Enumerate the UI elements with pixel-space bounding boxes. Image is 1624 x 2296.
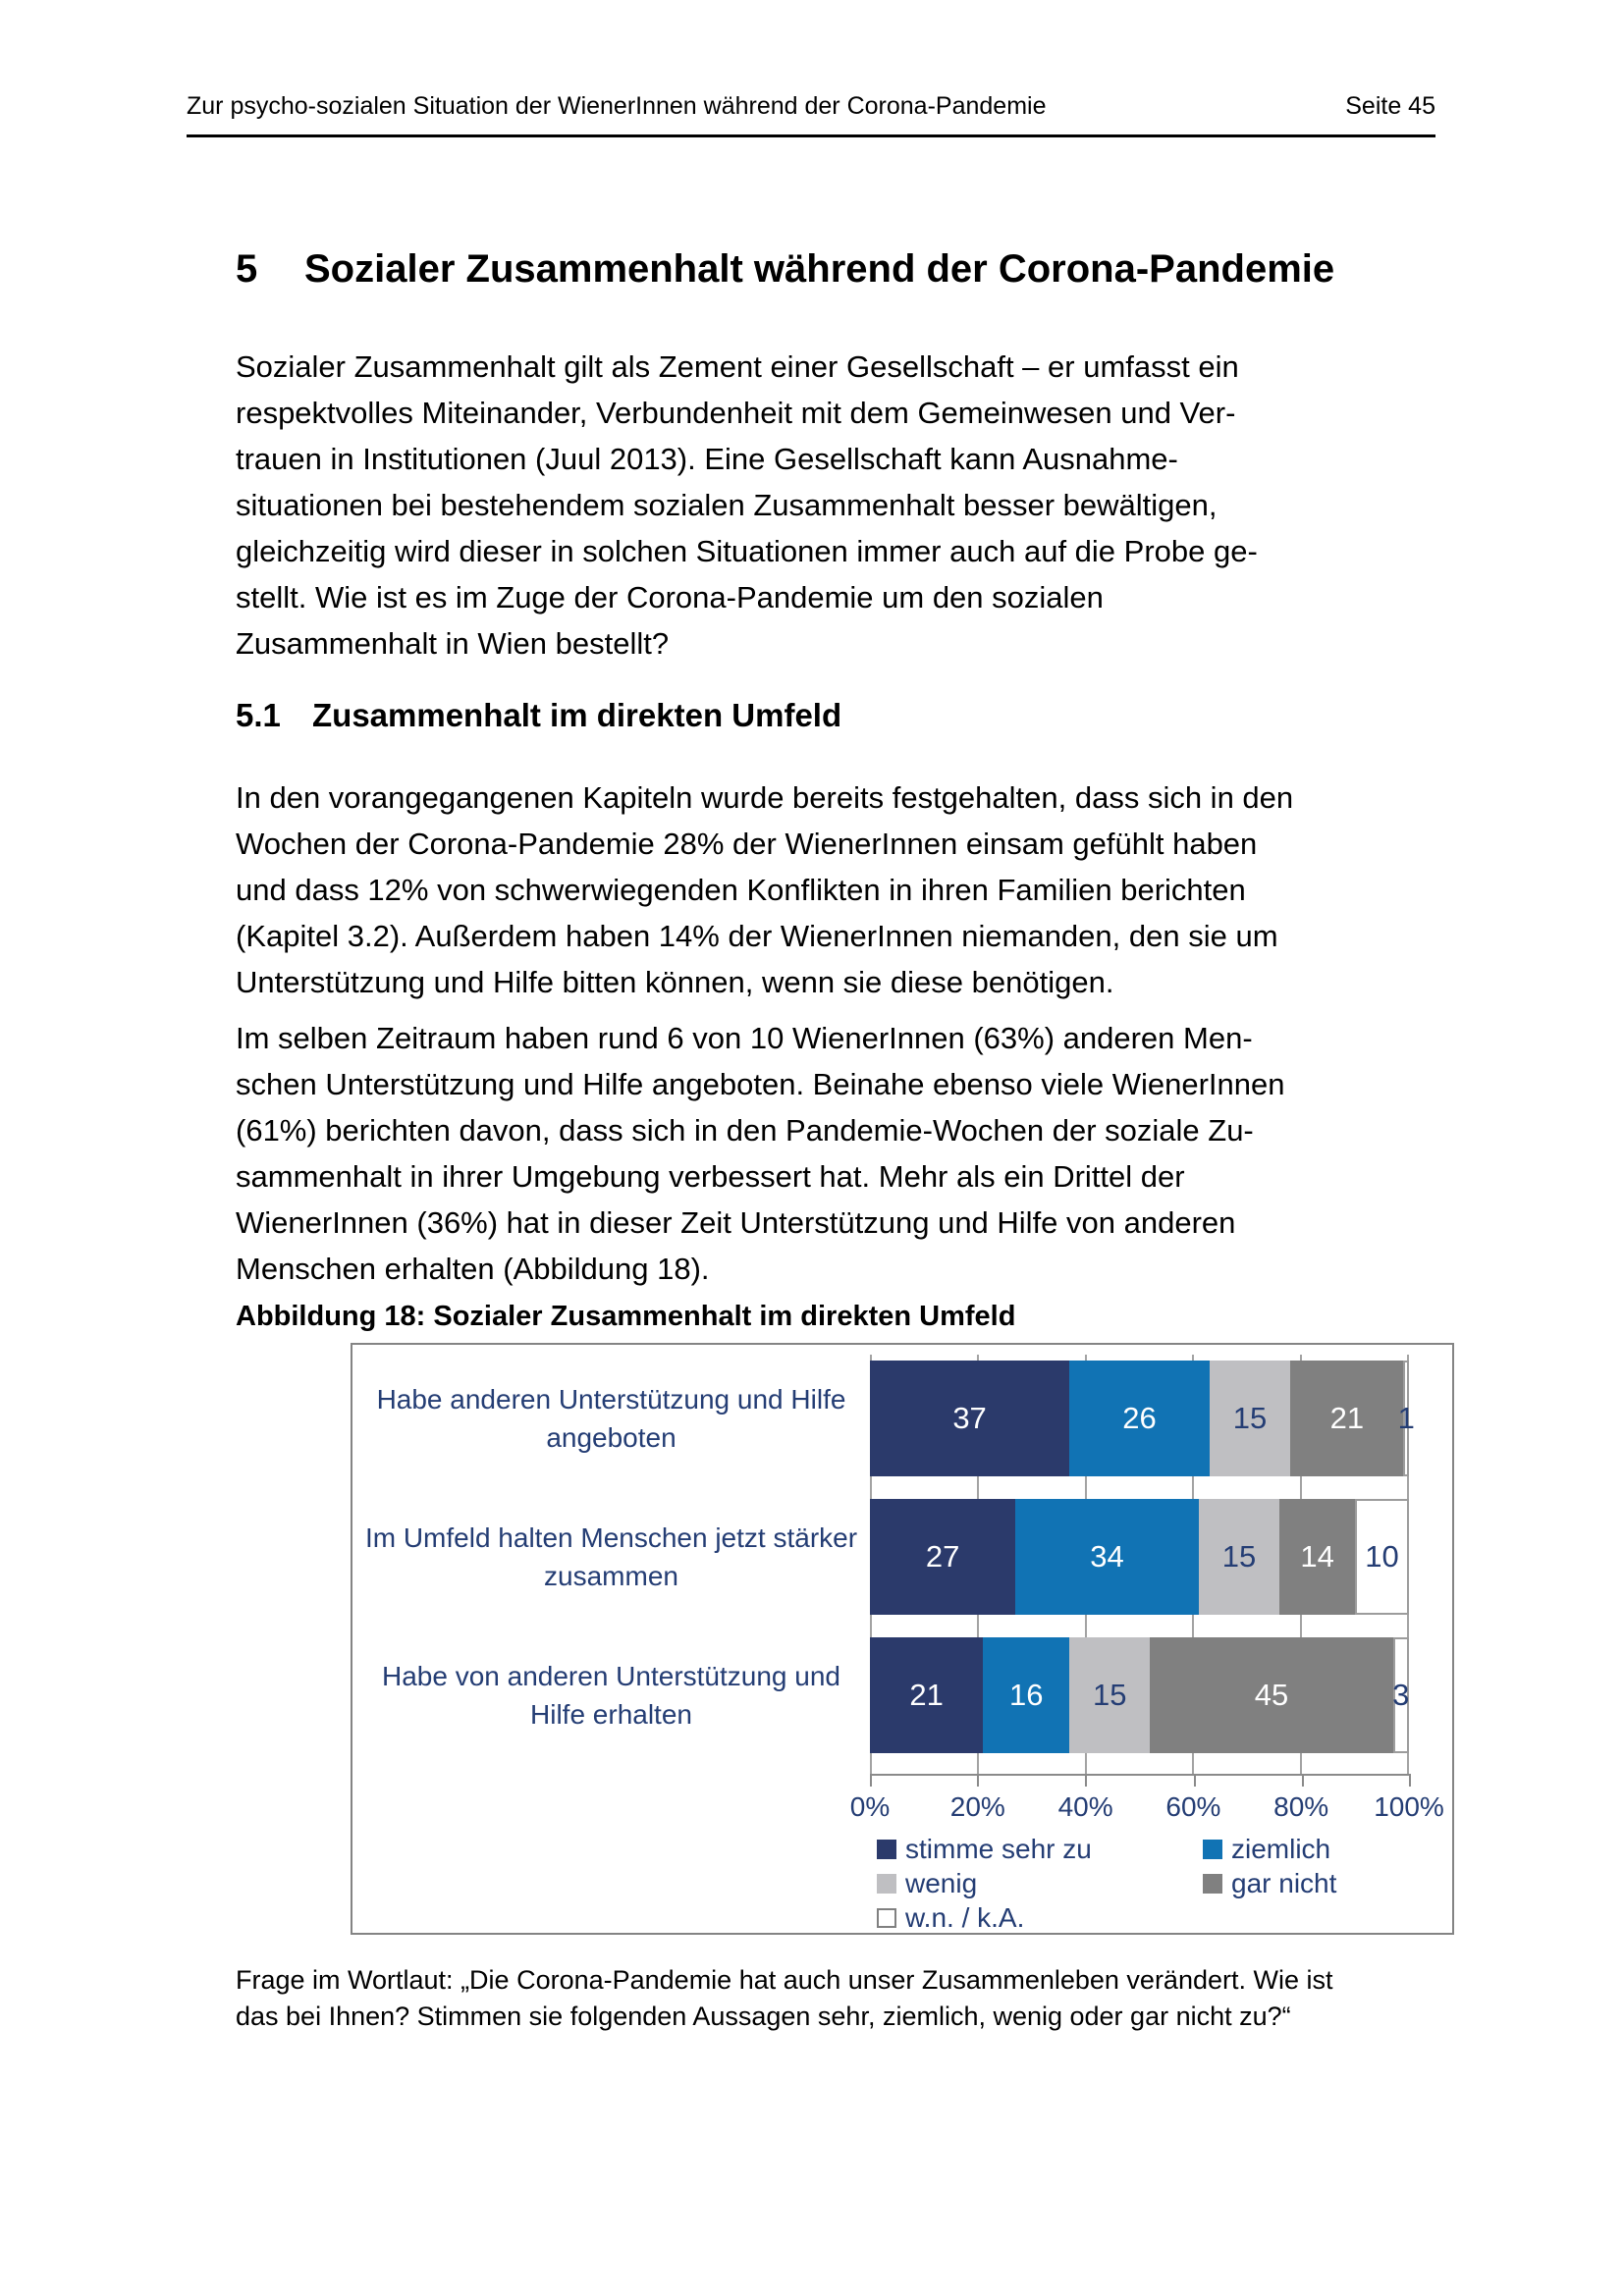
bar-segment-wenig: 15 <box>1209 1361 1291 1476</box>
legend-item: wenig <box>877 1868 1203 1899</box>
bar-value-label: 1 <box>1397 1401 1415 1435</box>
category-label: Habe von anderen Unterstützung und Hilfe… <box>382 1661 840 1730</box>
bar-segment-gar-nicht: 45 <box>1150 1637 1393 1753</box>
bar-value-label: 21 <box>909 1678 944 1712</box>
paragraph-findings-1: In den vorangegangenen Kapiteln wurde be… <box>236 780 1294 999</box>
axis-tick-label: 0% <box>849 1791 891 1822</box>
legend-label: ziemlich <box>1231 1834 1331 1864</box>
axis-tick <box>1409 1776 1411 1787</box>
chart-row: Im Umfeld halten Menschen jetzt stärker … <box>352 1499 1452 1615</box>
subsection-title: Zusammenhalt im direkten Umfeld <box>312 697 842 733</box>
bar-value-label: 15 <box>1221 1539 1257 1574</box>
x-axis-line <box>870 1774 1411 1787</box>
axis-tick-label: 40% <box>1057 1791 1113 1822</box>
bar-track: 37 26 15 21 1 <box>870 1361 1415 1476</box>
paragraph-intro: Sozialer Zusammenhalt gilt als Zement ei… <box>236 349 1258 661</box>
legend-item: stimme sehr zu <box>877 1834 1203 1865</box>
bar-value-label: 21 <box>1329 1401 1365 1435</box>
section-number: 5 <box>236 247 258 291</box>
x-axis-labels: 0% 20% 40% 60% 80% 100% <box>850 1791 1444 1825</box>
bar-segment-wenig: 15 <box>1069 1637 1151 1753</box>
bar-value-label: 15 <box>1232 1401 1268 1435</box>
legend-item: ziemlich <box>1203 1834 1336 1865</box>
bar-value-label: 34 <box>1090 1539 1124 1574</box>
bar-value-label: 37 <box>952 1401 987 1435</box>
text-column: 5 Sozialer Zusammenhalt während der Coro… <box>236 245 1454 2035</box>
figure-footnote: Frage im Wortlaut: „Die Corona-Pandemie … <box>236 1965 1333 2031</box>
legend-swatch <box>1203 1840 1222 1859</box>
page-number: Seite 45 <box>1345 92 1435 120</box>
legend-swatch <box>877 1840 896 1859</box>
legend-swatch <box>877 1908 896 1928</box>
axis-tick <box>977 1776 980 1787</box>
axis-tick-label: 100% <box>1374 1791 1444 1822</box>
subsection-heading: 5.1 Zusammenhalt im direkten Umfeld <box>236 696 1398 735</box>
running-head: Zur psycho-sozialen Situation der Wiener… <box>187 92 1047 120</box>
bar-value-label: 27 <box>925 1539 960 1574</box>
bar-value-label: 10 <box>1365 1539 1399 1574</box>
legend-label: w.n. / k.A. <box>905 1902 1025 1933</box>
bar-segment-wenig: 15 <box>1198 1499 1280 1615</box>
axis-tick <box>1085 1776 1088 1787</box>
legend-swatch <box>1203 1874 1222 1894</box>
chart-row: Habe von anderen Unterstützung und Hilfe… <box>352 1637 1452 1753</box>
chart-legend: stimme sehr zu ziemlich wenig gar nicht w.n.… <box>877 1834 1336 1934</box>
legend-swatch <box>877 1874 896 1894</box>
axis-tick-label: 60% <box>1165 1791 1221 1822</box>
chart-row: Habe anderen Unterstützung und Hilfe ang… <box>352 1361 1452 1476</box>
bar-value-label: 14 <box>1300 1539 1334 1574</box>
bar-value-label: 3 <box>1392 1678 1410 1712</box>
legend-label: gar nicht <box>1231 1868 1337 1898</box>
bar-track: 27 34 15 14 10 <box>870 1499 1409 1615</box>
bar-segment-ziemlich: 26 <box>1069 1361 1210 1476</box>
bar-segment-gar-nicht: 14 <box>1279 1499 1356 1615</box>
legend-item: gar nicht <box>1203 1868 1336 1899</box>
bar-value-label: 15 <box>1093 1678 1127 1712</box>
legend-item: w.n. / k.A. <box>877 1902 1203 1934</box>
bar-segment-stimme-sehr-zu: 21 <box>870 1637 984 1753</box>
axis-tick <box>1193 1776 1196 1787</box>
bar-segment-stimme-sehr-zu: 37 <box>870 1361 1070 1476</box>
bar-value-label: 16 <box>1008 1678 1044 1712</box>
bar-segment-w-n-k-a: 1 <box>1398 1361 1415 1476</box>
bar-segment-ziemlich: 16 <box>983 1637 1070 1753</box>
bar-segment-w-n-k-a: 10 <box>1355 1499 1409 1615</box>
category-label: Habe anderen Unterstützung und Hilfe ang… <box>376 1384 846 1453</box>
bar-track: 21 16 15 45 3 <box>870 1637 1409 1753</box>
bar-value-label: 26 <box>1122 1401 1157 1435</box>
axis-tick-label: 20% <box>949 1791 1005 1822</box>
section-title: Sozialer Zusammenhalt während der Corona… <box>304 247 1335 291</box>
bar-segment-stimme-sehr-zu: 27 <box>870 1499 1016 1615</box>
bar-segment-ziemlich: 34 <box>1015 1499 1199 1615</box>
subsection-number: 5.1 <box>236 697 281 733</box>
category-label: Im Umfeld halten Menschen jetzt stärker … <box>364 1522 858 1591</box>
axis-tick <box>870 1776 872 1787</box>
bar-segment-w-n-k-a: 3 <box>1392 1637 1410 1753</box>
figure-18-stacked-bar-chart: Habe anderen Unterstützung und Hilfe ang… <box>351 1343 1454 1935</box>
bar-segment-gar-nicht: 21 <box>1290 1361 1404 1476</box>
axis-tick-label: 80% <box>1273 1791 1329 1822</box>
bar-value-label: 45 <box>1254 1678 1289 1712</box>
figure-caption: Abbildung 18: Sozialer Zusammenhalt im d… <box>236 1301 1016 1332</box>
axis-tick <box>1301 1776 1304 1787</box>
page-header: Zur psycho-sozialen Situation der Wiener… <box>187 92 1435 137</box>
section-heading: 5 Sozialer Zusammenhalt während der Coro… <box>236 245 1398 293</box>
legend-label: wenig <box>905 1868 978 1898</box>
legend-label: stimme sehr zu <box>905 1834 1092 1864</box>
paragraph-findings-2: Im selben Zeitraum haben rund 6 von 10 W… <box>236 1021 1285 1286</box>
